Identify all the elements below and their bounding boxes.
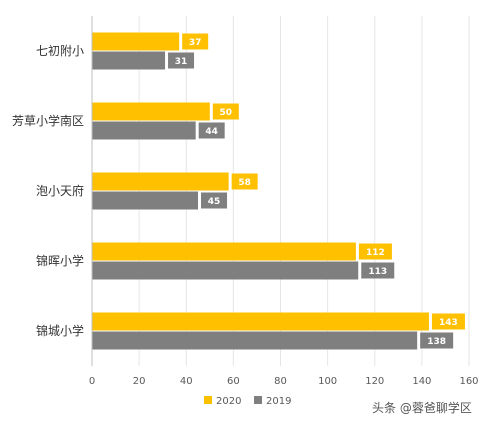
grid-lines [138, 16, 470, 366]
data-label-2020: 58 [238, 178, 251, 188]
bar-2019 [92, 121, 196, 140]
data-label-2019: 138 [427, 337, 446, 347]
data-label-2019: 44 [205, 127, 218, 137]
data-label-2019: 113 [368, 267, 387, 277]
data-label-box-2019 [420, 332, 454, 349]
x-tick-label: 40 [180, 376, 193, 387]
data-label-2020: 50 [220, 108, 233, 118]
x-tick-label: 140 [412, 376, 431, 387]
data-label-2019: 31 [175, 57, 188, 67]
bar-2019 [92, 51, 166, 70]
x-tick-label: 160 [459, 376, 478, 387]
x-tick-label: 20 [133, 376, 146, 387]
data-label-box-2019 [201, 192, 228, 209]
bar-2020 [92, 312, 429, 331]
data-label-box-2020 [231, 173, 258, 190]
legend-label-2020: 2020 [216, 396, 241, 407]
x-tick-label: 60 [227, 376, 240, 387]
data-label-2020: 143 [439, 318, 458, 328]
data-label-box-2020 [212, 103, 239, 120]
bar-2020 [92, 172, 229, 191]
category-label: 泡小天府 [36, 183, 84, 198]
data-label-2020: 112 [366, 248, 385, 258]
bar-2020 [92, 242, 356, 261]
category-label: 锦晖小学 [36, 253, 84, 268]
data-label-2019: 45 [208, 197, 221, 207]
category-label: 锦城小学 [36, 323, 84, 338]
x-tick-label: 80 [274, 376, 287, 387]
bar-2019 [92, 261, 359, 280]
x-tick-label: 0 [89, 376, 95, 387]
data-label-box-2019 [361, 262, 395, 279]
legend-swatch-2020 [204, 396, 212, 404]
data-label-box-2020 [431, 313, 465, 330]
x-tick-label: 120 [365, 376, 384, 387]
legend-swatch-2019 [254, 396, 262, 404]
x-tick-labels: 0 20 40 60 80 100 120 140 160 [89, 376, 479, 387]
watermark-text: 头条 @蓉爸聊学区 [372, 400, 472, 415]
legend: 2020 2019 [204, 396, 291, 407]
data-label-box-2019 [168, 52, 195, 69]
data-label-box-2020 [358, 243, 392, 260]
legend-label-2019: 2019 [266, 396, 291, 407]
bar-2020 [92, 32, 180, 51]
data-label-2020: 37 [189, 38, 202, 48]
x-tick-label: 100 [318, 376, 337, 387]
category-label: 芳草小学南区 [12, 113, 84, 128]
category-label: 七初附小 [36, 44, 84, 58]
bar-2019 [92, 331, 418, 350]
bar-2019 [92, 191, 199, 210]
data-label-box-2020 [182, 33, 209, 50]
bar-2020 [92, 102, 210, 121]
data-label-box-2019 [198, 122, 225, 139]
